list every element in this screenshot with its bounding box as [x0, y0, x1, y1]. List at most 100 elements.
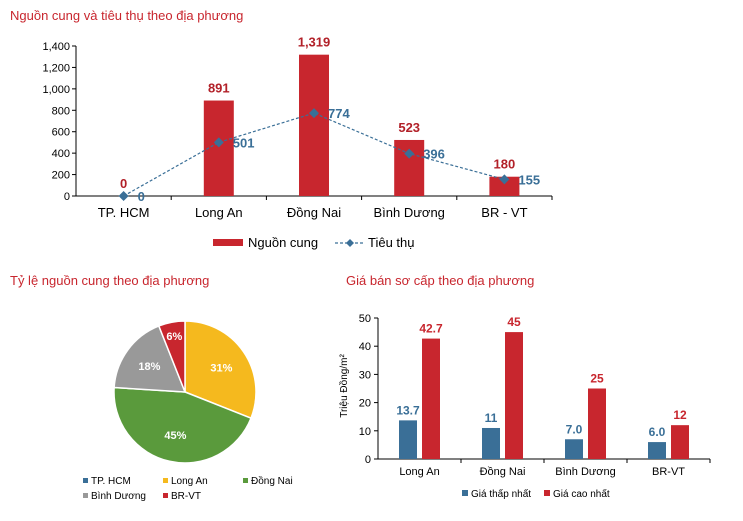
pie-slice: [113, 386, 252, 464]
supply-value-label: 523: [398, 120, 420, 135]
pie-legend-swatch: [163, 478, 168, 483]
max-price-label: 45: [507, 315, 521, 329]
pie-legend-swatch: [83, 493, 88, 498]
max-price-label: 42.7: [419, 322, 443, 336]
consumption-line: [123, 112, 505, 197]
min-price-bar: [482, 427, 500, 459]
pie-legend-label: BR-VT: [171, 491, 201, 502]
chart1-ytick-label: 1,400: [42, 41, 70, 53]
pie-legend-label: Long An: [171, 476, 208, 487]
consumption-point: [118, 191, 129, 201]
chart3-category-label: BR-VT: [652, 466, 685, 478]
chart3-ytick-label: 50: [359, 313, 371, 325]
pie-legend-swatch: [163, 493, 168, 498]
max-price-label: 12: [673, 408, 687, 422]
supply-consumption-chart: Nguồn cung và tiêu thụ theo địa phương 0…: [10, 8, 553, 250]
pie-slice-label: 18%: [138, 361, 160, 373]
pie-legend-swatch: [243, 478, 248, 483]
legend-min-swatch: [462, 490, 468, 496]
legend-supply-label: Nguồn cung: [248, 235, 318, 250]
consumption-value-label: 774: [328, 106, 350, 121]
pie-slices: 31% 45% 18% 6%: [113, 320, 257, 464]
max-price-bar: [588, 388, 606, 459]
pie-slice-label: 45%: [164, 430, 186, 442]
max-price-bar: [671, 425, 689, 459]
chart3-category-label: Đồng Nai: [480, 466, 526, 478]
min-price-label: 7.0: [566, 422, 583, 436]
min-price-bar: [648, 442, 666, 459]
consumption-value-label: 501: [233, 135, 255, 150]
chart1-category-label: TP. HCM: [98, 205, 150, 220]
max-price-bar: [422, 338, 440, 459]
consumption-point: [213, 137, 224, 148]
consumption-value-label: 0: [138, 189, 145, 204]
consumption-value-label: 396: [423, 147, 445, 162]
max-price-label: 25: [590, 372, 604, 386]
legend-supply-swatch: [213, 239, 243, 246]
primary-price-chart: Giá bán sơ cấp theo địa phương Triệu Đồn…: [338, 273, 711, 500]
consumption-value-label: 155: [518, 172, 540, 187]
max-price-bar: [505, 332, 523, 459]
legend-max-label: Giá cao nhất: [553, 488, 610, 500]
pie-legend-label: Đồng Nai: [251, 475, 293, 487]
chart2-title: Tỷ lệ nguồn cung theo địa phương: [10, 273, 209, 288]
chart1-ytick-label: 400: [52, 148, 70, 160]
chart1-category-label: BR - VT: [481, 205, 527, 220]
chart1-ytick-label: 600: [52, 127, 70, 139]
supply-bar: [489, 176, 520, 196]
chart3-ytick-label: 0: [365, 454, 371, 466]
pie-legend-swatch: [83, 478, 88, 483]
pie-slice: [157, 320, 186, 393]
pie-slice: [113, 325, 187, 393]
supply-value-label: 1,319: [298, 35, 331, 50]
chart1-category-label: Long An: [195, 205, 243, 220]
chart1-category-label: Bình Dương: [373, 205, 444, 220]
chart3-ytick-label: 20: [359, 398, 371, 410]
chart3-title: Giá bán sơ cấp theo địa phương: [346, 273, 534, 288]
chart1-title: Nguồn cung và tiêu thụ theo địa phương: [10, 8, 243, 23]
supply-value-label: 0: [120, 176, 127, 191]
chart3-legend: Giá thấp nhất Giá cao nhất: [462, 488, 610, 500]
chart1-legend: Nguồn cung Tiêu thụ: [213, 235, 415, 250]
chart1-category-label: Đồng Nai: [287, 205, 341, 220]
pie-legend-label: Bình Dương: [91, 491, 146, 502]
chart3-ytick-label: 10: [359, 426, 371, 438]
min-price-label: 11: [485, 411, 498, 425]
min-price-bar: [565, 439, 583, 459]
chart1-ytick-label: 200: [52, 170, 70, 182]
min-price-label: 6.0: [649, 425, 666, 439]
pie-slice-label: 31%: [210, 362, 232, 374]
consumption-point: [404, 148, 415, 159]
supply-bar: [299, 54, 329, 196]
supply-value-label: 891: [208, 81, 230, 96]
supply-value-label: 180: [494, 157, 516, 172]
legend-consumption-label: Tiêu thụ: [368, 235, 415, 250]
supply-bar: [394, 139, 425, 196]
chart3-category-label: Bình Dương: [555, 466, 615, 478]
chart3-ylabel: Triệu Đồng/m²: [338, 354, 350, 418]
chart1-ytick-label: 0: [64, 191, 70, 203]
chart1-ytick-label: 1,000: [42, 84, 70, 96]
chart1-line: 0 501 774 396 155: [118, 106, 540, 204]
legend-max-swatch: [544, 490, 550, 496]
chart3-category-label: Long An: [399, 466, 439, 478]
min-price-label: 13.7: [396, 403, 420, 417]
chart3-axes: 0 10 20 30 40 50 Long An Đồng Nai Bình Dương BR-V…: [359, 313, 711, 478]
chart3-ytick-label: 30: [359, 369, 371, 381]
pie-slice-label: 6%: [166, 331, 182, 343]
legend-min-label: Giá thấp nhất: [471, 488, 531, 500]
consumption-point: [309, 108, 319, 119]
chart3-ytick-label: 40: [359, 341, 371, 353]
min-price-bar: [399, 420, 417, 459]
chart1-axes: 0 200 400 600 800 1,000 1,200 1,400 TP. HCM Long …: [42, 41, 553, 220]
legend-consumption-marker: [346, 239, 354, 247]
chart1-ytick-label: 800: [52, 105, 70, 117]
pie-legend: TP. HCM Long An Đồng Nai Bình Dương BR-VT: [83, 475, 293, 502]
chart3-bars: 13.7 42.7 11 45 7.0 25 6.0 12: [396, 315, 689, 459]
supply-share-pie: Tỷ lệ nguồn cung theo địa phương 31% 45% 1…: [10, 273, 293, 502]
pie-slice: [184, 320, 257, 420]
pie-legend-label: TP. HCM: [91, 476, 131, 487]
chart1-ytick-label: 1,200: [42, 62, 70, 74]
consumption-point: [499, 174, 510, 185]
